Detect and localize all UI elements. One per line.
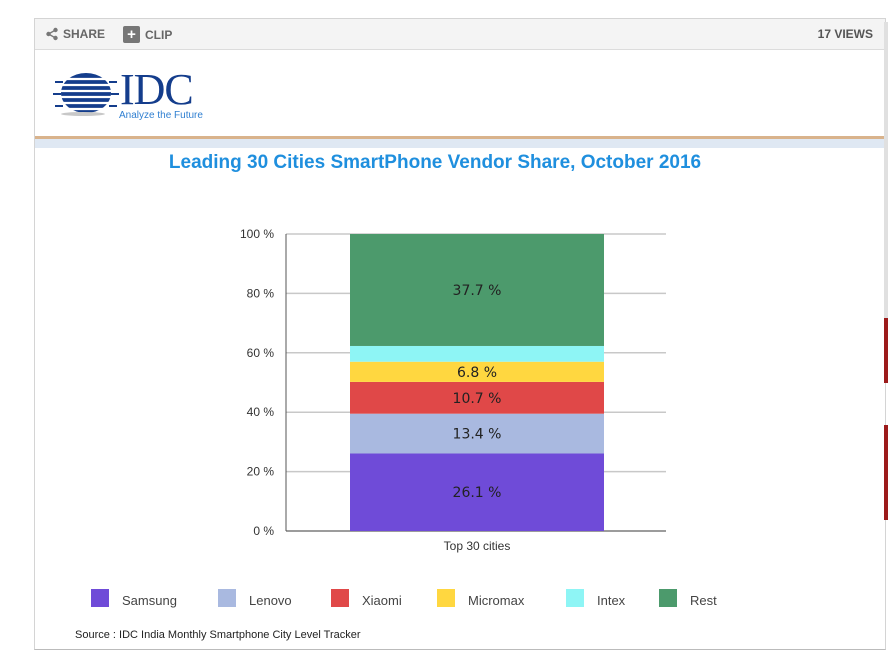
legend-label: Lenovo: [249, 593, 292, 608]
edge-strip: [884, 22, 888, 342]
legend-label: Samsung: [122, 593, 177, 608]
share-icon: [46, 27, 58, 41]
bar-segment: [350, 234, 604, 346]
y-tick-label: 20 %: [247, 465, 275, 479]
bar-segment: [350, 381, 604, 414]
data-label: 13.4 %: [453, 427, 502, 443]
y-tick-label: 100 %: [240, 227, 274, 241]
views-count: 17 VIEWS: [817, 27, 873, 41]
legend-label: Micromax: [468, 593, 525, 608]
y-tick-label: 40 %: [247, 405, 275, 419]
clip-button[interactable]: + CLIP: [123, 26, 172, 43]
logo-header: IDC Analyze the Future: [35, 50, 885, 139]
clip-label: CLIP: [145, 27, 173, 42]
share-button[interactable]: SHARE: [45, 27, 105, 41]
legend-label: Intex: [597, 593, 626, 608]
legend-swatch: [218, 589, 236, 607]
bar-segment: [350, 453, 604, 531]
legend-swatch: [91, 589, 109, 607]
y-tick-label: 0 %: [253, 524, 274, 538]
bar-segment: [350, 361, 604, 382]
data-label: 37.7 %: [453, 283, 502, 299]
y-tick-label: 80 %: [247, 286, 275, 300]
edge-strip: [884, 318, 888, 383]
plus-icon: +: [123, 26, 140, 43]
chart-title: Leading 30 Cities SmartPhone Vendor Shar…: [168, 152, 702, 173]
legend-swatch: [331, 589, 349, 607]
share-label: SHARE: [63, 27, 106, 41]
bar-segment: [350, 345, 604, 362]
logo-tagline: Analyze the Future: [119, 110, 203, 121]
x-tick-label: Top 30 cities: [444, 539, 511, 553]
bar-segment: [350, 413, 604, 454]
y-tick-label: 60 %: [247, 346, 275, 360]
legend-swatch: [566, 589, 584, 607]
edge-strip: [884, 425, 888, 520]
header-strip: [35, 139, 885, 148]
toolbar: SHARE + CLIP 17 VIEWS: [35, 19, 885, 50]
chart-card: SHARE + CLIP 17 VIEWS IDC Analyze the Fu…: [34, 18, 886, 650]
legend-swatch: [437, 589, 455, 607]
legend-label: Rest: [690, 593, 717, 608]
data-label: 10.7 %: [453, 391, 502, 407]
data-label: 26.1 %: [453, 485, 502, 501]
data-label: 6.8 %: [457, 365, 497, 381]
legend-label: Xiaomi: [362, 593, 402, 608]
legend-swatch: [659, 589, 677, 607]
globe-logo-icon: [53, 73, 119, 116]
source-note: Source : IDC India Monthly Smartphone Ci…: [75, 629, 361, 641]
logo-text: IDC: [120, 65, 194, 114]
